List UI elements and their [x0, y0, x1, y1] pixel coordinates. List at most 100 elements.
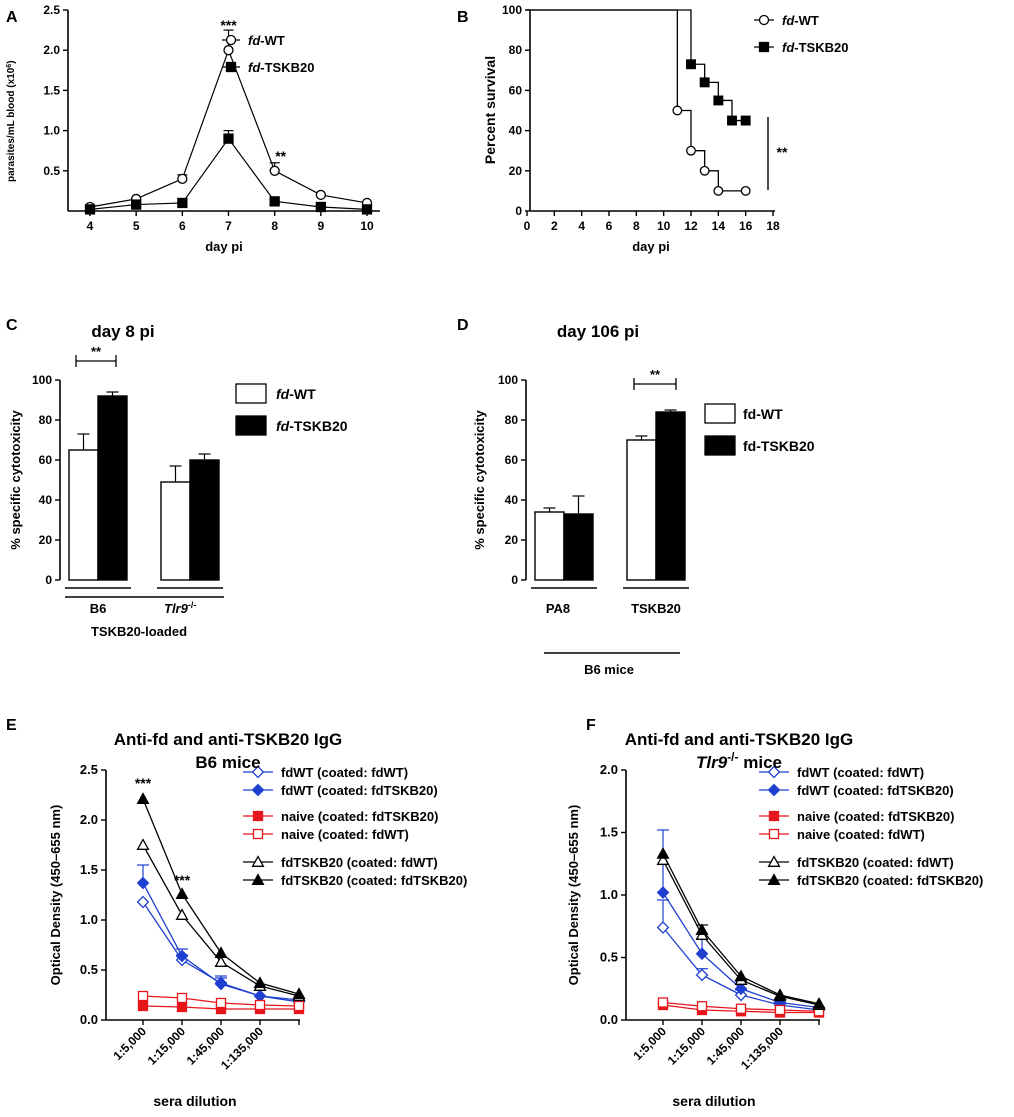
- legend-entry: fd-TSKB20: [235, 415, 348, 436]
- panel-c: day 8 pi 0 20 40 60 80 100 % specific cytotoxic…: [8, 322, 348, 639]
- legend: fdWT (coated: fdWT) fdWT (coated: fdTSKB2…: [243, 765, 467, 888]
- data-point: [176, 992, 188, 1004]
- panel-letter-b: B: [457, 9, 469, 26]
- x-tick-label: 7: [225, 219, 232, 233]
- data-point-shape: [740, 115, 751, 126]
- x-tick-label: 6: [606, 219, 613, 233]
- bar-fd-tskb20: [655, 411, 686, 581]
- legend-marker: [768, 828, 780, 840]
- panel-title: day 8 pi: [91, 322, 154, 341]
- x-tick-label: 10: [657, 219, 671, 233]
- data-point-shape: [131, 199, 142, 210]
- data-point-shape: [253, 989, 267, 1003]
- series-line: [89, 48, 368, 208]
- legend-label: fd-TSKB20: [743, 438, 815, 454]
- x-tick-label: 9: [317, 219, 324, 233]
- legend-entry: naive (coated: fdTSKB20): [759, 809, 954, 824]
- x-tick-label: 12: [684, 219, 698, 233]
- error-bar: [635, 435, 648, 440]
- panel-d: day 106 pi 0 20 40 60 80 100 % specific cytotox…: [472, 322, 815, 677]
- legend-marker: [758, 41, 770, 53]
- legend-marker: [252, 828, 264, 840]
- panel-e: 0.00.51.01.52.02.51:5,0001:15,0001:45,00…: [48, 730, 467, 1109]
- y-tick-label: 20: [505, 533, 519, 547]
- data-point: [214, 946, 228, 958]
- legend: fd-WT fd-TSKB20: [235, 383, 348, 436]
- x-tick-label: 14: [712, 219, 726, 233]
- panel-title: Anti-fd and anti-TSKB20 IgG: [114, 730, 343, 749]
- data-point: [293, 1000, 305, 1012]
- x-tick-label: 1:15,000: [665, 1024, 709, 1068]
- y-axis-label: % specific cytotoxicity: [472, 410, 487, 550]
- legend-marker: [225, 61, 237, 73]
- data-point: [215, 997, 227, 1009]
- significance-label: ***: [174, 872, 191, 888]
- legend-marker-shape: [767, 855, 781, 867]
- category-label-b6: B6: [90, 601, 107, 616]
- x-tick-label: 1:135,000: [738, 1024, 786, 1072]
- data-point-shape: [84, 204, 96, 215]
- legend-entry: fd-WT: [222, 33, 285, 48]
- legend-label: fdTSKB20 (coated: fdWT): [797, 855, 954, 870]
- data-point-shape: [175, 949, 189, 963]
- y-tick-label: 2.0: [80, 812, 98, 827]
- data-point-shape: [223, 133, 234, 144]
- data-point-shape: [734, 982, 748, 996]
- legend-marker: [768, 810, 780, 822]
- data-point: [695, 923, 709, 935]
- significance-label: **: [275, 148, 286, 164]
- y-tick-label: 2.5: [80, 762, 98, 777]
- y-tick-label: 40: [505, 493, 519, 507]
- y-tick-label: 20: [509, 164, 523, 178]
- panel-letter-e: E: [6, 717, 17, 734]
- y-tick-label: 100: [498, 373, 518, 387]
- y-tick-label: 100: [502, 3, 522, 17]
- data-point: [657, 997, 669, 1008]
- data-point-shape: [137, 1000, 149, 1012]
- data-point: [136, 838, 150, 850]
- data-point: [361, 204, 373, 215]
- legend-entry: naive (coated: fdWT): [243, 827, 409, 842]
- data-point-shape: [214, 946, 228, 958]
- series-1: [136, 864, 306, 1007]
- y-axis-label: % specific cytotoxicity: [8, 410, 23, 550]
- x-tick-label: 1:135,000: [218, 1024, 266, 1072]
- y-tick-label: 1.0: [600, 887, 618, 902]
- x-tick-label: 4: [578, 219, 585, 233]
- legend-marker-shape: [225, 34, 237, 46]
- series-3: [137, 990, 305, 1012]
- bar-group: [623, 409, 689, 589]
- y-axis-label: Percent survival: [482, 56, 498, 164]
- x-tick-label: 6: [179, 219, 186, 233]
- legend-marker-shape: [767, 765, 781, 779]
- data-point: [734, 982, 748, 996]
- group-label: B6 mice: [584, 662, 634, 677]
- data-point: [136, 792, 150, 804]
- y-tick-label: 0.5: [43, 164, 60, 178]
- x-tick-label: 8: [633, 219, 640, 233]
- y-tick-label: 40: [39, 493, 53, 507]
- data-point-shape: [136, 838, 150, 850]
- legend-entry: fdWT (coated: fdWT): [243, 765, 408, 780]
- panel-letter-c: C: [6, 317, 18, 334]
- data-point-shape: [740, 185, 751, 196]
- y-tick-label: 2.0: [600, 762, 618, 777]
- data-point: [734, 969, 748, 982]
- data-point-shape: [269, 196, 280, 207]
- legend-marker-shape: [758, 41, 770, 53]
- data-point: [176, 1001, 188, 1013]
- data-point-shape: [695, 968, 709, 982]
- legend-entry: fd-WT: [704, 403, 783, 424]
- series-fd-wt: [527, 9, 751, 196]
- x-axis-label: sera dilution: [153, 1093, 236, 1109]
- data-point: [686, 59, 696, 70]
- data-point: [315, 189, 326, 201]
- data-point-shape: [254, 999, 266, 1011]
- data-point: [175, 908, 189, 920]
- data-point: [735, 1003, 747, 1014]
- legend-marker-shape: [768, 828, 780, 840]
- survival-step-line: [527, 9, 746, 122]
- data-point-shape: [812, 997, 826, 1009]
- y-tick-label: 0.0: [80, 1012, 98, 1027]
